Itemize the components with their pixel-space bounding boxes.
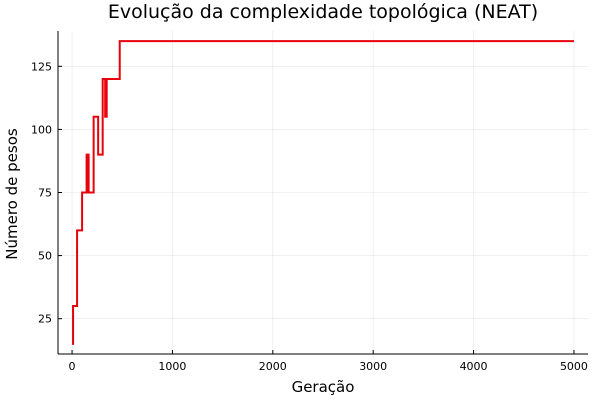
y-tick-label: 125 (31, 60, 52, 73)
x-axis-label: Geração (292, 378, 355, 396)
y-tick-label: 25 (38, 313, 52, 326)
x-tick-label: 0 (69, 360, 76, 373)
series (72, 40, 574, 345)
series-line (72, 40, 574, 345)
ticks: 0 1000 2000 3000 4000 5000 25 50 75 100 125 (31, 60, 588, 373)
x-tick-label: 2000 (259, 360, 287, 373)
x-tick-label: 4000 (460, 360, 488, 373)
y-axis-label: Número de pesos (3, 128, 21, 260)
y-tick-label: 75 (38, 187, 52, 200)
y-tick-label: 50 (38, 250, 52, 263)
grid (58, 31, 588, 354)
x-tick-label: 1000 (158, 360, 186, 373)
x-tick-label: 3000 (359, 360, 387, 373)
y-tick-label: 100 (31, 123, 52, 136)
x-tick-label: 5000 (560, 360, 588, 373)
chart-title: Evolução da complexidade topológica (NEA… (108, 1, 538, 23)
